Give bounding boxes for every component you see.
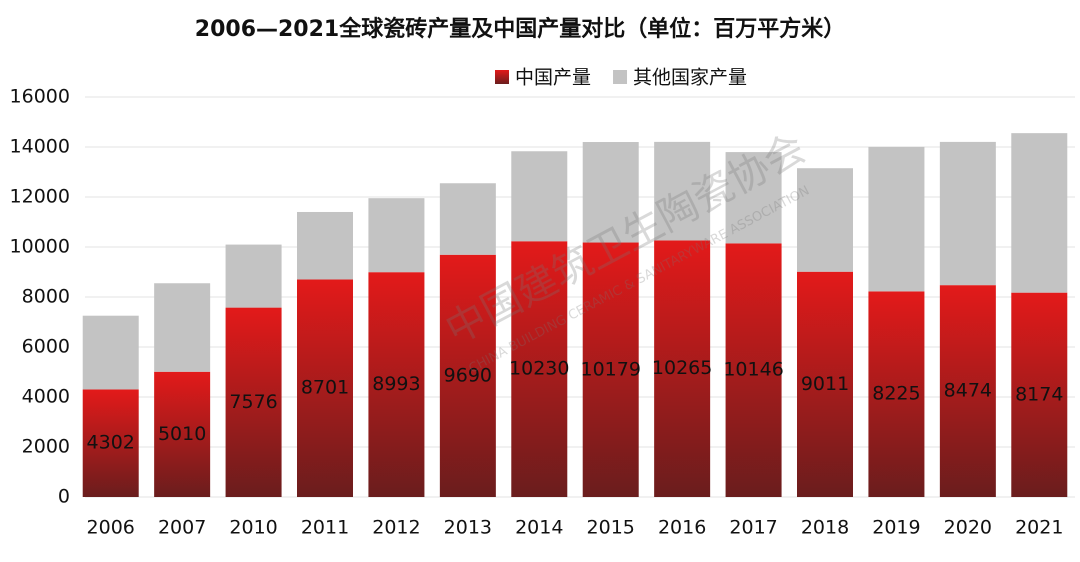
legend-swatch: [495, 70, 509, 84]
data-label: 9690: [444, 364, 492, 386]
bar-segment: [511, 151, 568, 242]
x-tick-label: 2010: [229, 517, 277, 539]
data-label: 10146: [723, 359, 783, 381]
bar-segment: [82, 315, 139, 390]
y-tick-label: 10000: [10, 236, 70, 258]
x-tick-label: 2016: [658, 517, 706, 539]
bar-segment: [297, 211, 353, 280]
data-label: 8474: [944, 380, 992, 402]
bar-segment: [154, 283, 211, 372]
data-label: 8993: [372, 373, 420, 395]
bar-segment: [82, 389, 139, 497]
bar-segment: [654, 141, 711, 241]
bar-segment: [154, 371, 211, 497]
bar-segment: [939, 141, 996, 286]
bar-segment: [797, 168, 853, 272]
data-label: 10179: [580, 358, 640, 380]
bar-segment: [868, 146, 925, 292]
x-tick-label: 2017: [729, 517, 777, 539]
y-tick-label: 12000: [10, 186, 70, 208]
bar-segment: [297, 279, 353, 497]
data-label: 5010: [158, 423, 206, 445]
data-label: 8174: [1015, 383, 1063, 405]
y-tick-label: 16000: [10, 86, 70, 108]
x-tick-label: 2007: [158, 517, 206, 539]
bar-segment: [1011, 292, 1068, 497]
bar-segment: [725, 152, 782, 244]
y-tick-label: 6000: [22, 336, 70, 358]
bar-segment: [225, 244, 282, 308]
bar-segment: [368, 272, 425, 497]
x-tick-label: 2021: [1015, 517, 1063, 539]
x-tick-label: 2014: [515, 517, 563, 539]
bar-segment: [1011, 133, 1068, 293]
bar-segment: [797, 271, 853, 497]
bar-segment: [511, 241, 568, 497]
y-tick-label: 4000: [22, 386, 70, 408]
y-tick-label: 8000: [22, 286, 70, 308]
x-tick-label: 2012: [372, 517, 420, 539]
x-tick-label: 2011: [301, 517, 349, 539]
data-label: 9011: [801, 373, 849, 395]
bar-segment: [439, 183, 496, 255]
data-label: 10230: [509, 358, 569, 380]
y-tick-label: 14000: [10, 136, 70, 158]
legend-label: 其他国家产量: [633, 67, 747, 89]
bar-segment: [368, 198, 425, 273]
x-tick-label: 2013: [444, 517, 492, 539]
data-label: 4302: [87, 432, 135, 454]
bar-segment: [654, 240, 711, 497]
data-label: 7576: [229, 391, 277, 413]
bar-segment: [439, 254, 496, 497]
data-label: 10265: [652, 357, 712, 379]
chart-title: 2006—2021全球瓷砖产量及中国产量对比（单位：百万平方米）: [195, 16, 845, 42]
y-tick-label: 2000: [22, 436, 70, 458]
x-tick-label: 2015: [587, 517, 635, 539]
legend-label: 中国产量: [515, 67, 591, 89]
data-label: 8225: [872, 383, 920, 405]
data-label: 8701: [301, 377, 349, 399]
bar-segment: [225, 307, 282, 497]
bar-segment: [868, 291, 925, 497]
y-tick-label: 0: [58, 486, 70, 508]
x-tick-label: 2006: [87, 517, 135, 539]
legend-swatch: [613, 70, 628, 84]
bar-segment: [939, 285, 996, 497]
bar-segment: [725, 243, 782, 497]
bar-segment: [582, 242, 639, 497]
bar-segment: [582, 142, 639, 243]
x-tick-label: 2020: [944, 517, 992, 539]
x-tick-label: 2018: [801, 517, 849, 539]
x-tick-label: 2019: [872, 517, 920, 539]
